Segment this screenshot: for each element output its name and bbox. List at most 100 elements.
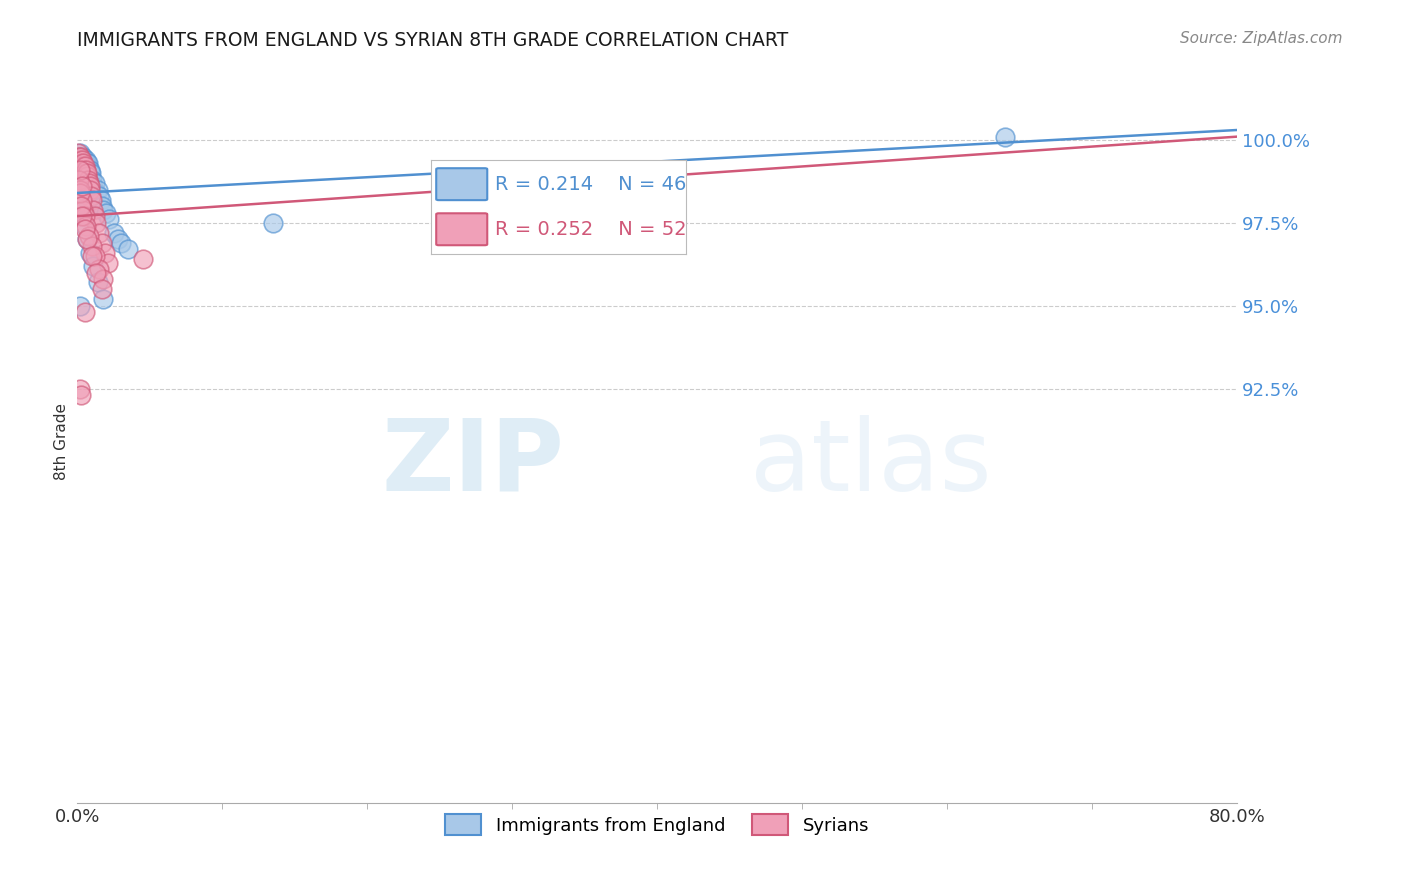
Point bbox=[83, 176, 105, 190]
Point bbox=[75, 166, 97, 180]
Point bbox=[76, 160, 98, 174]
Point bbox=[73, 219, 96, 233]
Point bbox=[262, 216, 284, 230]
Legend: Immigrants from England, Syrians: Immigrants from England, Syrians bbox=[436, 805, 879, 845]
Point bbox=[72, 202, 94, 217]
Point bbox=[80, 249, 103, 263]
Point bbox=[73, 156, 96, 170]
Point bbox=[70, 156, 93, 170]
Point bbox=[76, 169, 98, 184]
Text: atlas: atlas bbox=[751, 415, 991, 512]
Point bbox=[67, 146, 90, 161]
Point bbox=[69, 183, 91, 197]
Y-axis label: 8th Grade: 8th Grade bbox=[53, 403, 69, 480]
Point bbox=[75, 153, 97, 167]
Point bbox=[73, 153, 96, 167]
Point bbox=[131, 252, 153, 267]
Point bbox=[69, 189, 91, 203]
Point bbox=[77, 176, 100, 190]
Point bbox=[67, 149, 90, 163]
Point bbox=[76, 156, 98, 170]
Point bbox=[72, 209, 94, 223]
Point bbox=[70, 199, 93, 213]
Point bbox=[80, 193, 103, 207]
Point bbox=[69, 146, 91, 161]
Point bbox=[69, 149, 91, 163]
Point bbox=[84, 266, 107, 280]
Point bbox=[82, 259, 104, 273]
Point bbox=[80, 166, 103, 180]
Point bbox=[93, 202, 115, 217]
Point bbox=[97, 255, 120, 269]
Point bbox=[107, 232, 129, 246]
Point bbox=[96, 206, 118, 220]
Point bbox=[67, 149, 90, 163]
Point bbox=[73, 209, 96, 223]
Point bbox=[72, 156, 94, 170]
Point bbox=[70, 193, 93, 207]
Point bbox=[70, 149, 93, 163]
Point bbox=[73, 222, 96, 236]
Point bbox=[994, 129, 1017, 144]
Point bbox=[86, 276, 108, 290]
Point bbox=[93, 292, 115, 306]
Point bbox=[82, 179, 104, 194]
Point bbox=[75, 162, 97, 177]
Point bbox=[69, 186, 91, 200]
Point bbox=[87, 262, 110, 277]
Text: Source: ZipAtlas.com: Source: ZipAtlas.com bbox=[1180, 31, 1343, 46]
Point bbox=[79, 245, 101, 260]
Point bbox=[70, 179, 93, 194]
Point bbox=[72, 160, 94, 174]
Point bbox=[70, 202, 93, 217]
Point bbox=[77, 172, 100, 186]
Point bbox=[69, 149, 91, 163]
Text: ZIP: ZIP bbox=[381, 415, 565, 512]
Point bbox=[80, 239, 103, 253]
Point bbox=[91, 199, 114, 213]
Point bbox=[69, 162, 91, 177]
Point bbox=[84, 216, 107, 230]
Text: IMMIGRANTS FROM ENGLAND VS SYRIAN 8TH GRADE CORRELATION CHART: IMMIGRANTS FROM ENGLAND VS SYRIAN 8TH GR… bbox=[77, 31, 789, 50]
Point bbox=[70, 388, 93, 402]
Point bbox=[90, 193, 111, 207]
Point bbox=[77, 229, 100, 244]
Point bbox=[87, 226, 110, 240]
Point bbox=[83, 209, 105, 223]
Point bbox=[79, 183, 101, 197]
Point bbox=[117, 242, 139, 256]
Point bbox=[69, 153, 91, 167]
Point bbox=[67, 172, 90, 186]
Point bbox=[86, 183, 108, 197]
Point bbox=[98, 212, 121, 227]
Point bbox=[79, 166, 101, 180]
Point bbox=[73, 305, 96, 319]
Point bbox=[75, 156, 97, 170]
Point bbox=[70, 153, 93, 167]
Point bbox=[93, 272, 115, 286]
Point bbox=[76, 166, 98, 180]
Point bbox=[77, 162, 100, 177]
Point bbox=[84, 186, 107, 200]
Point bbox=[72, 149, 94, 163]
Point bbox=[69, 382, 91, 396]
Point bbox=[77, 156, 100, 170]
Point bbox=[80, 189, 103, 203]
Point bbox=[75, 219, 97, 233]
Point bbox=[67, 162, 90, 177]
Point bbox=[79, 162, 101, 177]
Point bbox=[87, 189, 110, 203]
Point bbox=[110, 235, 132, 250]
Point bbox=[69, 299, 91, 313]
Point bbox=[83, 249, 105, 263]
Point bbox=[72, 153, 94, 167]
Point bbox=[76, 232, 98, 246]
Point bbox=[73, 160, 96, 174]
Point bbox=[76, 232, 98, 246]
Point bbox=[82, 202, 104, 217]
Point bbox=[70, 153, 93, 167]
Point bbox=[91, 235, 114, 250]
Point bbox=[67, 176, 90, 190]
Point bbox=[94, 245, 117, 260]
Point bbox=[79, 179, 101, 194]
